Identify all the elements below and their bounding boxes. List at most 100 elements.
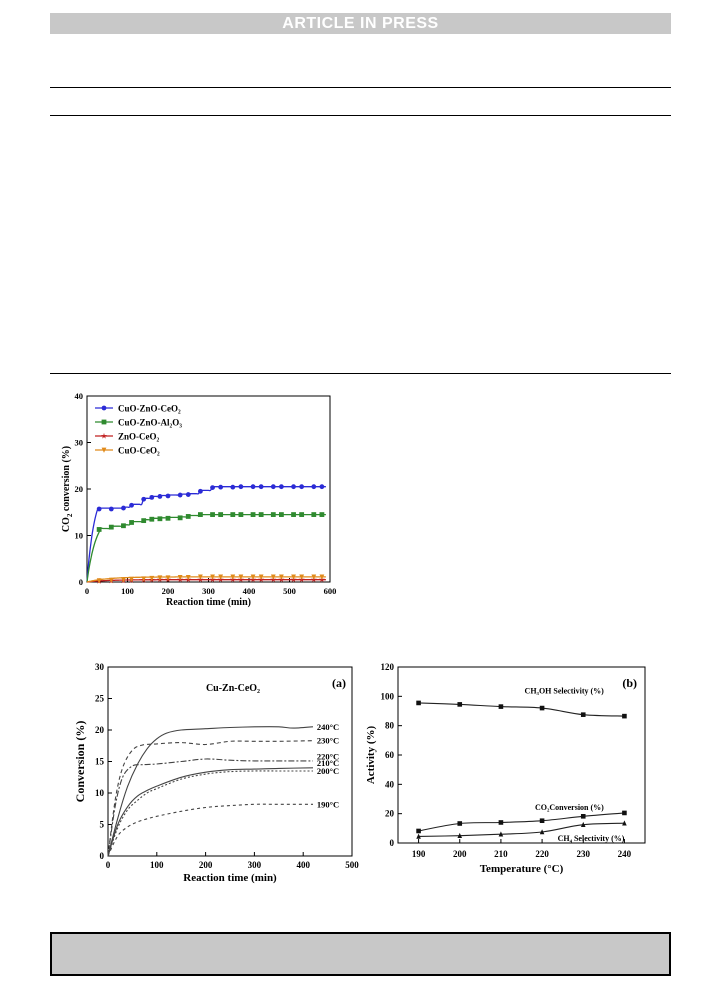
data-point (218, 484, 224, 490)
figure-2a-chart: 0 100 200 300 400 500 0 5 10 15 20 25 30 Reaction tim… (73, 662, 359, 884)
data-point (291, 512, 296, 517)
series-label: 190°C (317, 799, 339, 809)
y-tick-label: 100 (381, 691, 395, 701)
y-tick-label: 10 (95, 788, 105, 798)
x-tick-label: 190 (412, 849, 426, 859)
series-1 (86, 512, 326, 583)
data-point (299, 484, 305, 490)
data-point (580, 814, 586, 819)
series-label: CH₃OH Selectivity (%) (525, 686, 605, 695)
series-2: 220°C (107, 751, 339, 857)
x-tick-label: 0 (106, 860, 111, 870)
data-point (311, 574, 317, 580)
data-point (96, 527, 102, 532)
data-point (121, 505, 126, 511)
data-point (258, 484, 264, 490)
footer-citation-box (50, 932, 671, 976)
x-tick-label: 400 (243, 586, 256, 596)
data-point (198, 512, 203, 517)
data-point (311, 484, 317, 490)
data-point (319, 512, 325, 517)
y-tick-label: 5 (100, 820, 105, 830)
data-point (319, 574, 325, 580)
data-point (198, 574, 203, 580)
series-line (107, 726, 314, 857)
data-point (96, 506, 102, 512)
data-point (279, 574, 284, 580)
data-point (250, 574, 256, 580)
table-header-mark (304, 115, 324, 116)
series-line (107, 767, 314, 857)
series-label: 220°C (317, 751, 339, 761)
figure-1-co2-conversion: 0 100 200 300 400 500 600 0 10 20 30 40 Reaction tim… (60, 388, 350, 618)
series-line (107, 740, 314, 857)
data-point (258, 574, 264, 580)
y-axis-label: Activity (%) (365, 725, 377, 784)
data-point (238, 574, 244, 580)
data-point (157, 575, 163, 581)
data-point (165, 575, 171, 581)
series-2: CH₄ Selectivity (%) (416, 820, 627, 843)
y-tick-label: 30 (95, 662, 105, 672)
data-point (108, 524, 114, 530)
series-1: 230°C (107, 736, 339, 857)
table-header-mark (146, 115, 166, 116)
data-point (291, 574, 296, 580)
data-point (177, 515, 183, 521)
y-tick-label: 0 (79, 577, 83, 587)
data-point (230, 574, 236, 580)
data-point (416, 833, 421, 839)
data-point (299, 512, 305, 517)
series-label: CO₂Conversion (%) (535, 803, 604, 812)
data-point (101, 447, 107, 453)
legend-label: CuO-CeO₂ (118, 446, 160, 456)
data-point (270, 574, 276, 580)
table-header-mark (394, 115, 414, 116)
series-0: 240°C (107, 722, 339, 857)
y-tick-label: 20 (385, 809, 395, 819)
x-tick-label: 200 (453, 849, 467, 859)
x-tick-label: 0 (85, 586, 89, 596)
data-point (279, 484, 284, 490)
figure-2b-activity-vs-temperature: 190 200 210 220 230 240 0 20 40 60 80 100 120 Tempera… (360, 658, 650, 898)
data-point (157, 516, 163, 522)
series-line (418, 822, 625, 837)
series-line (86, 485, 326, 583)
data-point (185, 514, 191, 519)
series-line (107, 758, 313, 857)
data-point (121, 523, 126, 529)
figure-1-chart: 0 100 200 300 400 500 600 0 10 20 30 40 Reaction tim… (61, 391, 336, 608)
data-point (498, 831, 504, 837)
data-point (185, 492, 191, 497)
data-point (580, 712, 586, 717)
series-5: 190°C (107, 799, 339, 857)
series-line (418, 812, 625, 832)
figure-2b-chart: 190 200 210 220 230 240 0 20 40 60 80 100 120 Tempera… (365, 662, 646, 875)
y-tick-label: 10 (75, 531, 84, 541)
y-tick-label: 0 (390, 838, 395, 848)
x-tick-label: 220 (535, 849, 549, 859)
x-tick-label: 300 (202, 586, 215, 596)
x-axis-label: Temperature (°C) (480, 863, 564, 875)
table-bottom-rule (50, 373, 671, 374)
data-point (177, 574, 183, 581)
data-point (101, 419, 107, 425)
table-header-mark (454, 115, 474, 116)
series-3 (86, 574, 326, 584)
data-point (101, 432, 107, 439)
data-point (230, 484, 236, 490)
data-point (580, 821, 586, 827)
data-point (149, 516, 155, 522)
y-tick-label: 25 (95, 694, 105, 704)
series-3: 210°C (107, 758, 339, 857)
series-label: 240°C (317, 722, 339, 732)
series-label: 210°C (317, 758, 339, 768)
y-tick-label: 20 (95, 725, 105, 735)
data-point (218, 574, 224, 580)
data-point (539, 705, 545, 711)
data-point (141, 576, 147, 582)
series-line (86, 576, 326, 583)
table-header-mark (603, 115, 623, 116)
table-header-mark (530, 115, 550, 116)
data-point (157, 494, 163, 499)
